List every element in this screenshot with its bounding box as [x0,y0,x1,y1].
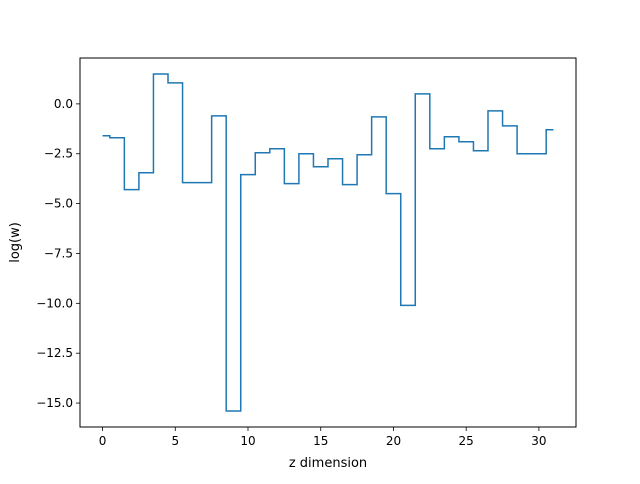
y-tick-label: −10.0 [36,296,73,310]
y-axis-label: log(w) [8,222,23,263]
y-tick-label: −2.5 [44,147,73,161]
y-tick-label: −7.5 [44,246,73,260]
series-line-0 [102,73,554,412]
x-axis-ticks: 0 5 10 15 20 25 30 [99,427,547,448]
y-tick-label: −15.0 [36,396,73,410]
x-tick-label: 30 [531,434,546,448]
x-tick-label: 15 [313,434,328,448]
x-axis-label: z dimension [289,456,367,471]
plot-data [102,73,554,412]
x-tick-label: 10 [240,434,255,448]
x-tick-label: 0 [99,434,107,448]
plot-frame [79,57,577,428]
x-tick-label: 5 [171,434,179,448]
y-tick-label: 0.0 [54,97,73,111]
x-tick-label: 20 [386,434,401,448]
y-tick-label: −12.5 [36,346,73,360]
y-tick-label: −5.0 [44,197,73,211]
y-axis-ticks: 0.0 −2.5 −5.0 −7.5 −10.0 −12.5 −15.0 [36,97,80,410]
x-tick-label: 25 [459,434,474,448]
